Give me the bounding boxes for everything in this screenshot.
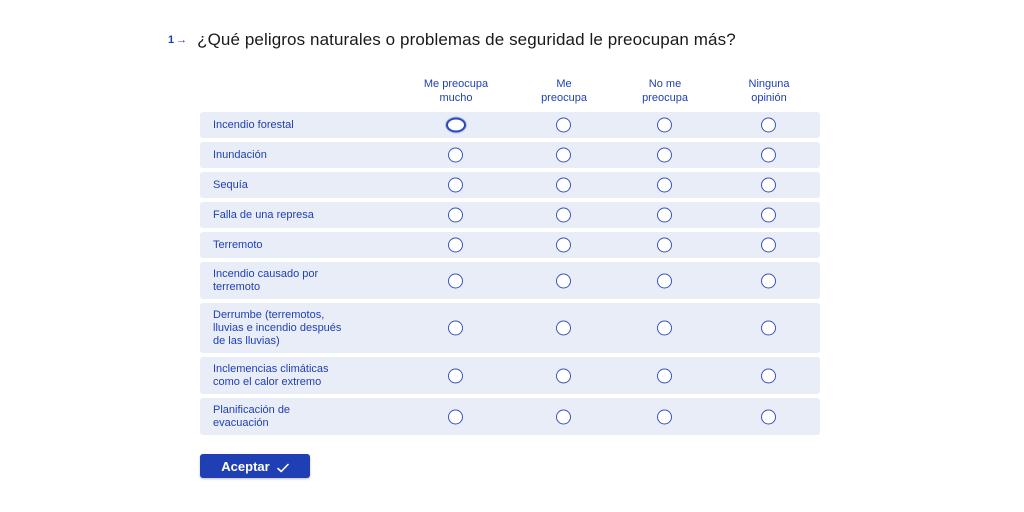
matrix-row: Sequía bbox=[200, 172, 820, 198]
radio-option[interactable] bbox=[657, 320, 672, 336]
row-label-line: Incendio causado por bbox=[213, 267, 319, 280]
column-header: No me preocupa bbox=[610, 77, 720, 105]
radio-option[interactable] bbox=[761, 177, 776, 193]
radio-option[interactable] bbox=[448, 237, 463, 253]
radio-option[interactable] bbox=[657, 117, 672, 133]
radio-option[interactable] bbox=[556, 147, 571, 163]
row-label-line: Planificación de bbox=[213, 403, 291, 416]
radio-option[interactable] bbox=[761, 368, 776, 383]
matrix-row: Incendio forestal bbox=[200, 112, 820, 138]
matrix-row: Terremoto bbox=[200, 232, 820, 258]
radio-option[interactable] bbox=[657, 368, 672, 383]
column-header-line: preocupa bbox=[541, 92, 587, 104]
radio-option[interactable] bbox=[448, 409, 463, 424]
radio-option[interactable] bbox=[556, 207, 571, 223]
question-header: 1 → ¿Qué peligros naturales o problemas … bbox=[168, 30, 736, 50]
row-label: Incendio forestal bbox=[213, 119, 393, 132]
radio-option[interactable] bbox=[448, 273, 463, 288]
row-label-line: Inclemencias climáticas bbox=[213, 362, 329, 375]
row-label-line: Derrumbe (terremotos, bbox=[213, 308, 325, 321]
radio-option[interactable] bbox=[556, 409, 571, 424]
row-label-line: terremoto bbox=[213, 280, 261, 293]
matrix-grid: Incendio forestal Inundación Sequía Falla d… bbox=[200, 112, 820, 439]
row-label: Inclemencias climáticas como el calor ext… bbox=[213, 363, 393, 389]
radio-option[interactable] bbox=[657, 409, 672, 424]
row-label-line: Incendio forestal bbox=[213, 118, 294, 131]
column-header: Me preocupa mucho bbox=[401, 77, 511, 105]
matrix-row: Derrumbe (terremotos, lluvias e incendio … bbox=[200, 303, 820, 353]
radio-option[interactable] bbox=[448, 147, 463, 163]
row-label: Derrumbe (terremotos, lluvias e incendio … bbox=[213, 309, 393, 348]
radio-option[interactable] bbox=[448, 368, 463, 383]
matrix-row: Planificación de evacuación bbox=[200, 398, 820, 435]
radio-option[interactable] bbox=[657, 147, 672, 163]
radio-option[interactable] bbox=[761, 409, 776, 424]
row-label: Falla de una represa bbox=[213, 209, 393, 222]
question-text: ¿Qué peligros naturales o problemas de s… bbox=[197, 30, 736, 49]
radio-option[interactable] bbox=[761, 320, 776, 336]
arrow-right-icon: → bbox=[176, 34, 188, 46]
matrix-row: Falla de una represa bbox=[200, 202, 820, 228]
radio-option[interactable] bbox=[556, 177, 571, 193]
radio-option[interactable] bbox=[657, 237, 672, 253]
accept-button-label: Aceptar bbox=[221, 458, 270, 474]
row-label: Inundación bbox=[213, 149, 393, 162]
row-label-line: de las lluvias) bbox=[213, 334, 280, 347]
check-icon bbox=[276, 461, 289, 473]
radio-option[interactable] bbox=[761, 237, 776, 253]
row-label: Planificación de evacuación bbox=[213, 404, 393, 430]
column-header-line: Me preocupa bbox=[423, 78, 489, 90]
radio-option[interactable] bbox=[448, 207, 463, 223]
radio-option[interactable] bbox=[761, 117, 776, 133]
column-header-line: mucho bbox=[439, 92, 473, 104]
radio-option[interactable] bbox=[761, 207, 776, 223]
question-number-text: 1 bbox=[168, 34, 175, 46]
radio-option[interactable] bbox=[556, 320, 571, 336]
row-label-line: Inundación bbox=[213, 148, 267, 161]
radio-option[interactable] bbox=[556, 237, 571, 253]
matrix-row: Incendio causado por terremoto bbox=[200, 262, 820, 299]
matrix-row: Inundación bbox=[200, 142, 820, 168]
radio-option[interactable] bbox=[657, 207, 672, 223]
row-label: Incendio causado por terremoto bbox=[213, 268, 393, 294]
radio-option[interactable] bbox=[556, 273, 571, 288]
radio-option[interactable] bbox=[446, 117, 466, 133]
column-headers: Me preocupa mucho Me preocupa No me preocupa N… bbox=[0, 77, 1024, 107]
column-header: Me preocupa bbox=[509, 77, 619, 105]
accept-button[interactable]: Aceptar bbox=[200, 454, 310, 478]
column-header-line: No me bbox=[648, 78, 682, 90]
row-label-line: Terremoto bbox=[213, 238, 263, 251]
row-label: Terremoto bbox=[213, 239, 393, 252]
row-label-line: Sequía bbox=[213, 178, 248, 191]
matrix-row: Inclemencias climáticas como el calor ext… bbox=[200, 357, 820, 394]
column-header-line: preocupa bbox=[642, 92, 688, 104]
radio-option[interactable] bbox=[761, 273, 776, 288]
radio-option[interactable] bbox=[761, 147, 776, 163]
row-label-line: como el calor extremo bbox=[213, 375, 322, 388]
column-header-line: Ninguna bbox=[748, 78, 790, 90]
radio-option[interactable] bbox=[556, 117, 571, 133]
radio-option[interactable] bbox=[448, 320, 463, 336]
column-header: Ninguna opinión bbox=[714, 77, 824, 105]
column-header-line: Me bbox=[556, 78, 572, 90]
radio-option[interactable] bbox=[448, 177, 463, 193]
row-label-line: lluvias e incendio después bbox=[213, 321, 342, 334]
row-label-line: evacuación bbox=[213, 416, 269, 429]
radio-option[interactable] bbox=[657, 273, 672, 288]
column-header-line: opinión bbox=[751, 92, 787, 104]
radio-option[interactable] bbox=[556, 368, 571, 383]
row-label: Sequía bbox=[213, 179, 393, 192]
question-number: 1 → bbox=[168, 34, 187, 46]
radio-option[interactable] bbox=[657, 177, 672, 193]
row-label-line: Falla de una represa bbox=[213, 208, 314, 221]
